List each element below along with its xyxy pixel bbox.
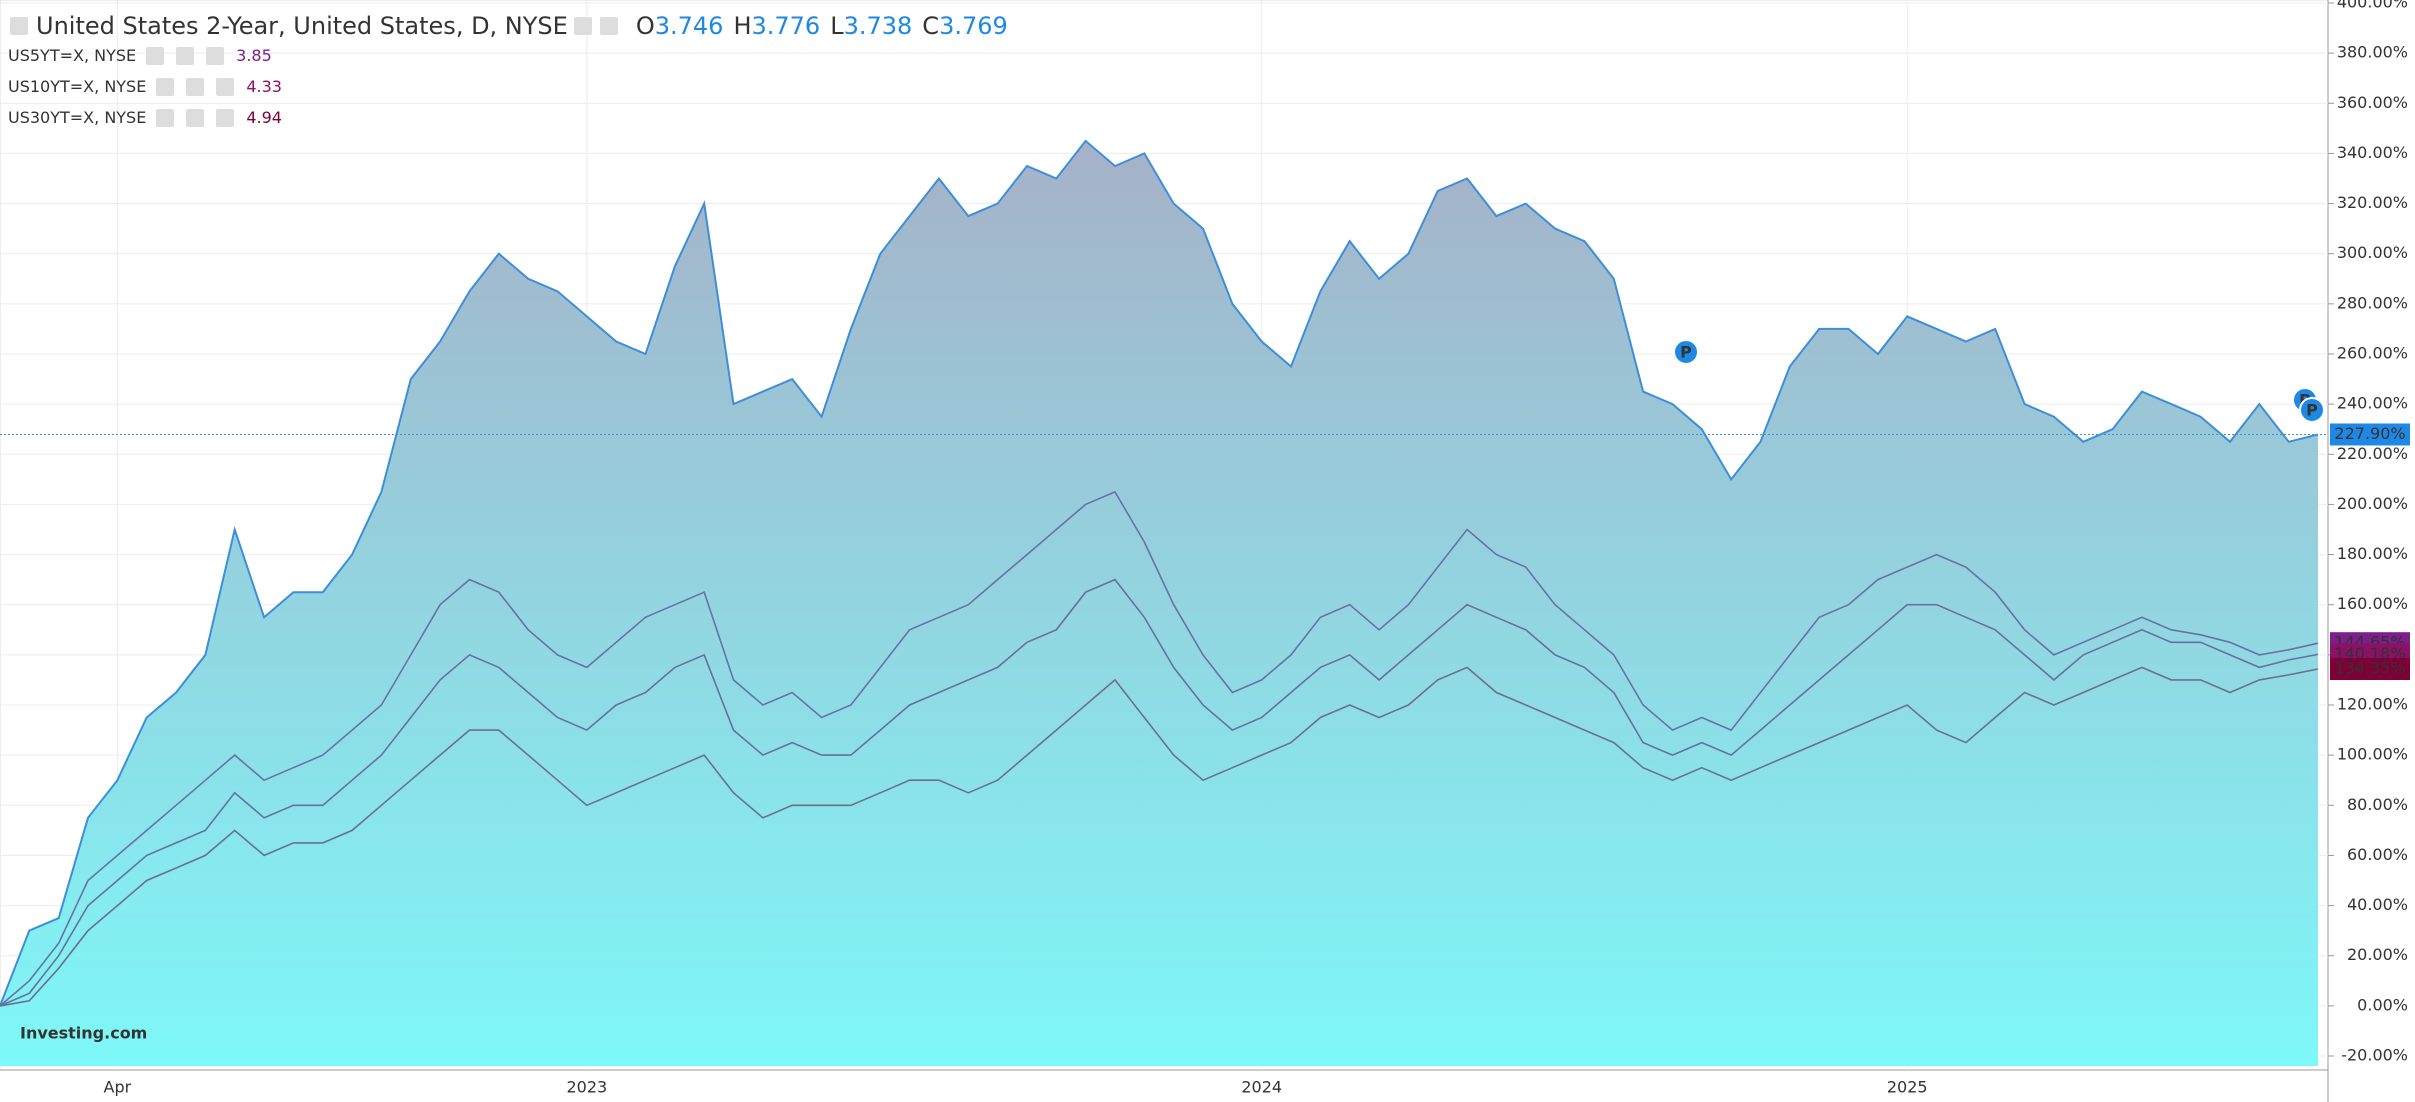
x-tick-label: Apr bbox=[104, 1078, 132, 1097]
legend-icon[interactable] bbox=[146, 46, 165, 65]
legend-name: US5YT=X, NYSE bbox=[8, 46, 137, 65]
legend-icon[interactable] bbox=[216, 108, 235, 127]
y-tick-label: 380.00% bbox=[2337, 43, 2408, 62]
legend-name: US30YT=X, NYSE bbox=[8, 108, 147, 127]
y-tick-label: 240.00% bbox=[2337, 394, 2408, 413]
settings-icon[interactable] bbox=[599, 17, 618, 35]
watermark: Investing.com bbox=[20, 1024, 147, 1043]
ohlc-key: C bbox=[922, 12, 940, 40]
ohlc: O3.746 H3.776 L3.738 C3.769 bbox=[626, 12, 1008, 40]
chart-title: United States 2-Year, United States, D, … bbox=[36, 12, 568, 40]
x-tick-label: 2025 bbox=[1887, 1078, 1928, 1097]
line bbox=[0, 578, 2319, 1007]
y-tick-label: 320.00% bbox=[2337, 193, 2408, 212]
legend-value: 4.33 bbox=[246, 77, 282, 96]
legend-icon[interactable] bbox=[206, 46, 225, 65]
header: United States 2-Year, United States, D, … bbox=[10, 12, 1008, 40]
y-tick-label: 120.00% bbox=[2337, 695, 2408, 714]
area bbox=[0, 140, 2318, 1066]
legend-row: US10YT=X, NYSE 4.33 bbox=[8, 77, 282, 96]
legend-row: US30YT=X, NYSE 4.94 bbox=[8, 108, 282, 127]
y-tick-label: 400.00% bbox=[2337, 0, 2408, 12]
ohlc-value: 3.746 bbox=[654, 12, 724, 40]
ohlc-value: 3.738 bbox=[843, 12, 913, 40]
event-marker bbox=[2299, 397, 2325, 423]
line bbox=[0, 139, 2319, 1007]
legend-value: 4.94 bbox=[246, 108, 282, 127]
event-marker-label: P bbox=[1680, 343, 1692, 362]
last-value-box bbox=[2330, 658, 2410, 681]
y-tick-label: 360.00% bbox=[2337, 93, 2408, 112]
ohlc-value: 3.776 bbox=[751, 12, 821, 40]
y-tick-label: 80.00% bbox=[2347, 795, 2408, 814]
y-tick-label: 0.00% bbox=[2357, 995, 2408, 1014]
y-tick-label: 340.00% bbox=[2337, 143, 2408, 162]
legend-icon[interactable] bbox=[156, 108, 175, 127]
y-tick-label: 260.00% bbox=[2337, 344, 2408, 363]
legend-icon[interactable] bbox=[186, 77, 205, 96]
legend-icon[interactable] bbox=[216, 77, 235, 96]
legend-row: US5YT=X, NYSE 3.85 bbox=[8, 46, 272, 65]
ohlc-key: L bbox=[830, 12, 844, 40]
y-tick-label: 60.00% bbox=[2347, 845, 2408, 864]
last-value-label: 227.90% bbox=[2334, 424, 2405, 443]
x-tick-label: 2023 bbox=[566, 1078, 607, 1097]
y-tick-label: -20.00% bbox=[2341, 1046, 2408, 1065]
settings-icon[interactable] bbox=[573, 17, 592, 35]
last-value-box bbox=[2330, 423, 2410, 446]
y-tick-label: 300.00% bbox=[2337, 243, 2408, 262]
legend-value: 3.85 bbox=[236, 46, 272, 65]
event-marker-label: P bbox=[2306, 401, 2318, 420]
legend-name: US10YT=X, NYSE bbox=[8, 77, 147, 96]
legend-icon[interactable] bbox=[186, 108, 205, 127]
y-tick-label: 100.00% bbox=[2337, 745, 2408, 764]
legend-icon[interactable] bbox=[176, 46, 195, 65]
y-tick-label: 20.00% bbox=[2347, 945, 2408, 964]
line bbox=[0, 666, 2319, 1007]
line bbox=[0, 490, 2319, 1007]
ohlc-key: H bbox=[733, 12, 752, 40]
event-marker bbox=[1673, 339, 1699, 365]
x-tick-label: 2024 bbox=[1241, 1078, 1282, 1097]
y-tick-label: 40.00% bbox=[2347, 895, 2408, 914]
legend-icon[interactable] bbox=[156, 77, 175, 96]
ohlc-key: O bbox=[635, 12, 655, 40]
y-tick-label: 200.00% bbox=[2337, 494, 2408, 513]
last-value-label: 134.35% bbox=[2334, 659, 2405, 678]
y-tick-label: 280.00% bbox=[2337, 293, 2408, 312]
y-tick-label: 160.00% bbox=[2337, 594, 2408, 613]
y-tick-label: 180.00% bbox=[2337, 544, 2408, 563]
ohlc-value: 3.769 bbox=[939, 12, 1008, 40]
collapse-icon[interactable] bbox=[10, 17, 28, 35]
y-tick-label: 220.00% bbox=[2337, 444, 2408, 463]
